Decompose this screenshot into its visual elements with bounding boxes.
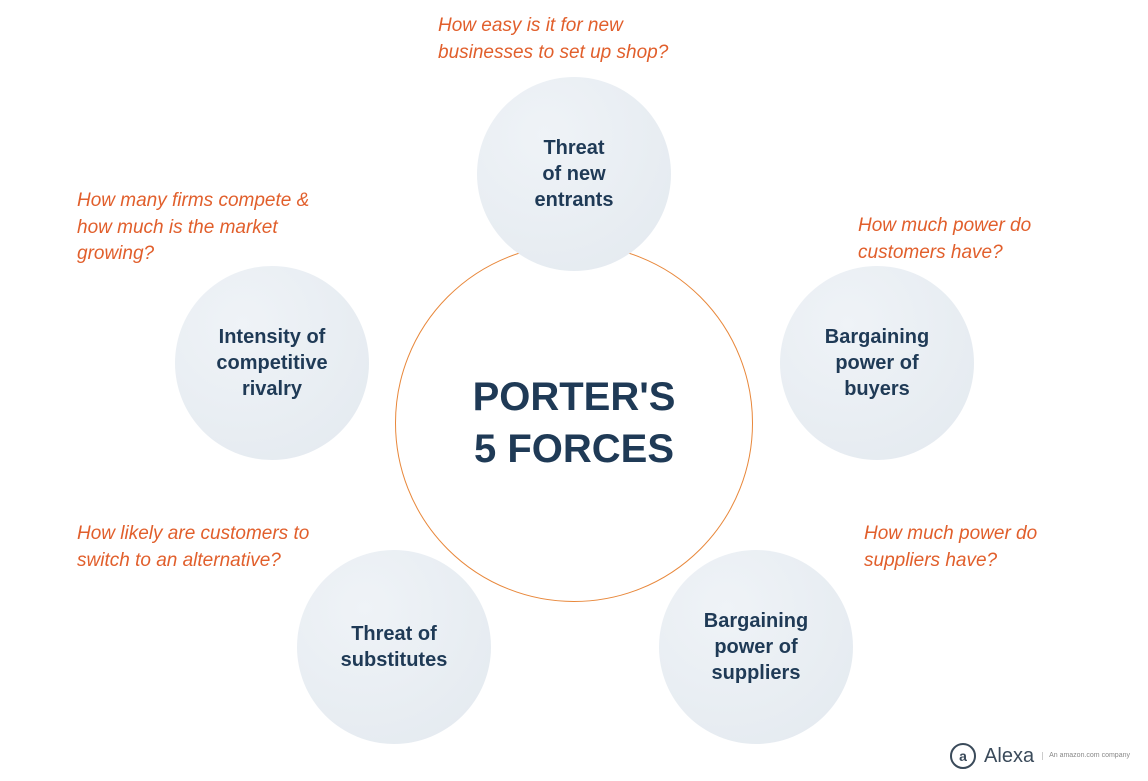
force-substitutes: Threat of substitutes — [297, 550, 491, 744]
force-label-substitutes: Threat of substitutes — [341, 621, 448, 673]
annotation-rivalry: How many firms compete & how much is the… — [77, 188, 309, 268]
force-label-suppliers: Bargaining power of suppliers — [704, 608, 808, 686]
center-ring: PORTER'S 5 FORCES — [395, 244, 753, 602]
annotation-substitutes: How likely are customers to switch to an… — [77, 521, 309, 574]
force-rivalry: Intensity of competitive rivalry — [175, 266, 369, 460]
annotation-buyers: How much power do customers have? — [858, 213, 1031, 266]
brand-name: Alexa — [984, 745, 1034, 768]
center-title: PORTER'S 5 FORCES — [473, 371, 676, 475]
force-suppliers: Bargaining power of suppliers — [659, 550, 853, 744]
force-buyers: Bargaining power of buyers — [780, 266, 974, 460]
force-label-new-entrants: Threat of new entrants — [535, 135, 614, 213]
force-new-entrants: Threat of new entrants — [477, 77, 671, 271]
force-label-buyers: Bargaining power of buyers — [825, 324, 929, 402]
alexa-icon: a — [950, 743, 976, 769]
brand-logo: a Alexa An amazon.com company — [950, 743, 1130, 769]
diagram-canvas: PORTER'S 5 FORCES Threat of new entrants… — [0, 0, 1148, 781]
annotation-suppliers: How much power do suppliers have? — [864, 521, 1037, 574]
force-label-rivalry: Intensity of competitive rivalry — [216, 324, 327, 402]
brand-subtitle: An amazon.com company — [1042, 752, 1130, 760]
annotation-new-entrants: How easy is it for new businesses to set… — [438, 13, 668, 66]
